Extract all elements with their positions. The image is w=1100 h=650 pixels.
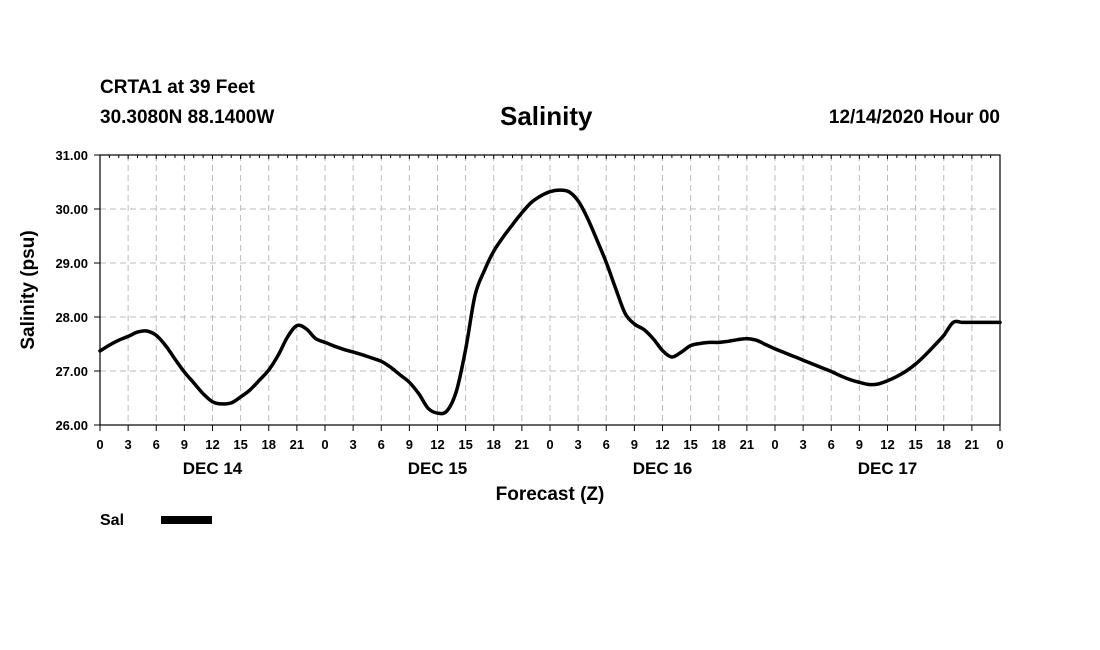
x-tick-label: 18 — [712, 437, 726, 452]
x-tick-label: 9 — [181, 437, 188, 452]
station-label: CRTA1 at 39 Feet — [100, 77, 255, 98]
y-tick-label: 26.00 — [55, 418, 88, 433]
series-line-sal — [98, 188, 1002, 416]
x-tick-label: 15 — [458, 437, 472, 452]
x-tick-label: 0 — [546, 437, 553, 452]
x-tick-label: 6 — [153, 437, 160, 452]
x-tick-label: 15 — [233, 437, 247, 452]
x-tick-label: 3 — [350, 437, 357, 452]
x-tick-labels: 0 3 6 9 12 15 18 21 0 3 6 9 12 15 18 21 0 3 6 9 12 15 18 21 0 3 6 9… — [96, 437, 1003, 452]
coordinates-label: 30.3080N 88.1400W — [100, 107, 275, 128]
x-tick-label: 18 — [937, 437, 951, 452]
x-tick-label: 6 — [603, 437, 610, 452]
y-tick-label: 31.00 — [55, 148, 88, 163]
x-tick-label: 6 — [828, 437, 835, 452]
day-label: DEC 15 — [408, 459, 468, 478]
x-tick-label: 9 — [406, 437, 413, 452]
x-tick-label: 12 — [880, 437, 894, 452]
y-tick-label: 30.00 — [55, 202, 88, 217]
x-tick-label: 15 — [683, 437, 697, 452]
x-tick-label: 15 — [908, 437, 922, 452]
x-tick-label: 12 — [430, 437, 444, 452]
x-tick-label: 18 — [487, 437, 501, 452]
x-tick-label: 0 — [771, 437, 778, 452]
x-tick-label: 0 — [96, 437, 103, 452]
x-tick-label: 0 — [996, 437, 1003, 452]
y-tick-labels: 26.00 27.00 28.00 29.00 30.00 31.00 — [55, 148, 88, 433]
day-label: DEC 16 — [633, 459, 693, 478]
y-tick-label: 29.00 — [55, 256, 88, 271]
day-label: DEC 17 — [858, 459, 918, 478]
x-tick-label: 21 — [515, 437, 529, 452]
y-axis-title: Salinity (psu) — [18, 230, 39, 349]
x-tick-label: 3 — [125, 437, 132, 452]
x-tick-label: 3 — [575, 437, 582, 452]
x-tick-label: 21 — [965, 437, 979, 452]
x-tick-label: 6 — [378, 437, 385, 452]
legend-label-sal: Sal — [100, 512, 124, 529]
x-axis-title: Forecast (Z) — [496, 484, 605, 505]
y-tick-label: 27.00 — [55, 364, 88, 379]
y-tick-label: 28.00 — [55, 310, 88, 325]
x-tick-label: 12 — [655, 437, 669, 452]
x-tick-label: 9 — [856, 437, 863, 452]
x-tick-label: 0 — [321, 437, 328, 452]
x-tick-label: 21 — [740, 437, 754, 452]
day-labels: DEC 14 DEC 15 DEC 16 DEC 17 — [183, 459, 918, 478]
x-tick-label: 21 — [290, 437, 304, 452]
x-tick-label: 9 — [631, 437, 638, 452]
axis-ticks — [94, 154, 1001, 431]
issued-time-label: 12/14/2020 Hour 00 — [828, 107, 1000, 128]
chart-title: Salinity — [500, 101, 593, 131]
day-label: DEC 14 — [183, 459, 243, 478]
x-tick-label: 12 — [205, 437, 219, 452]
x-tick-label: 3 — [800, 437, 807, 452]
x-tick-label: 18 — [262, 437, 276, 452]
